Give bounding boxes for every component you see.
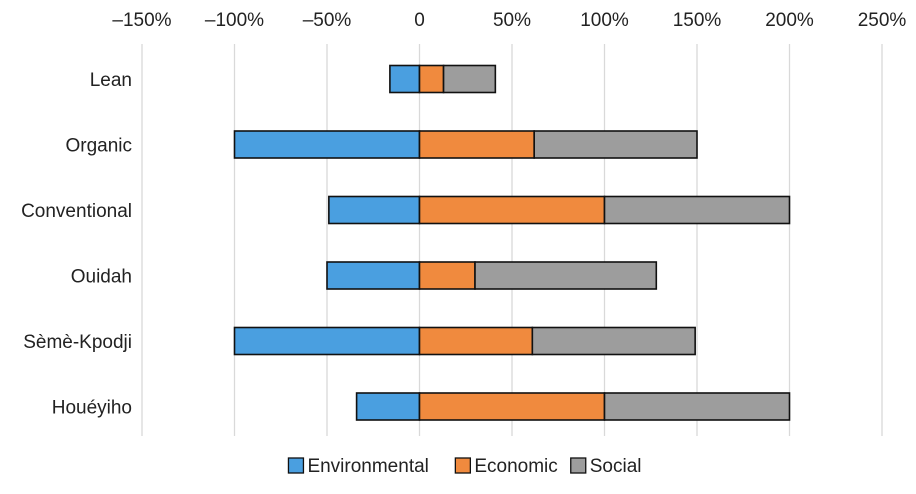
bar-environmental [233,326,421,356]
x-tick-label: –150% [112,10,171,31]
bar-social [603,195,791,225]
x-tick-label: –100% [205,10,264,31]
bar-economic [418,195,606,225]
bar-economic [418,64,445,94]
legend: Environmental Economic Social [287,456,642,477]
x-tick-label: 100% [580,10,629,31]
bar-social [533,130,698,159]
bar-environmental [233,130,421,159]
bar-environmental [355,392,421,421]
bar-social [474,261,658,290]
bar-environmental [389,64,421,94]
bar-social [442,64,497,94]
legend-label: Environmental [307,456,428,477]
category-label: Lean [90,70,132,91]
x-tick-label: 150% [673,10,722,31]
bar-economic [418,261,476,290]
bars [233,64,791,421]
bar-environmental [328,195,421,225]
x-tick-label: –50% [303,10,352,31]
legend-swatch [570,457,587,474]
bar-economic [418,392,606,421]
bar-social [603,392,791,421]
x-tick-label: 250% [858,10,907,31]
bar-economic [418,326,534,356]
bar-social [531,326,696,356]
legend-label: Economic [474,456,557,477]
legend-swatch [287,457,305,474]
category-label: Ouidah [71,267,132,288]
category-label: Sèmè-Kpodji [23,332,132,353]
x-axis-ticks: –150% –100% –50% 0 50% 100% 150% 200% 250% [112,10,906,31]
category-labels: Lean Organic Conventional Ouidah Sèmè-Kpodji… [21,70,132,419]
category-label: Houéyiho [52,398,132,419]
bar-environmental [326,261,421,290]
x-tick-label: 0 [414,10,425,31]
x-tick-label: 200% [765,10,814,31]
legend-label: Social [590,456,642,477]
gridlines [141,44,883,436]
category-label: Organic [65,136,132,157]
legend-swatch [454,457,472,474]
bar-economic [418,130,535,159]
category-label: Conventional [21,201,132,222]
x-tick-label: 50% [493,10,531,31]
